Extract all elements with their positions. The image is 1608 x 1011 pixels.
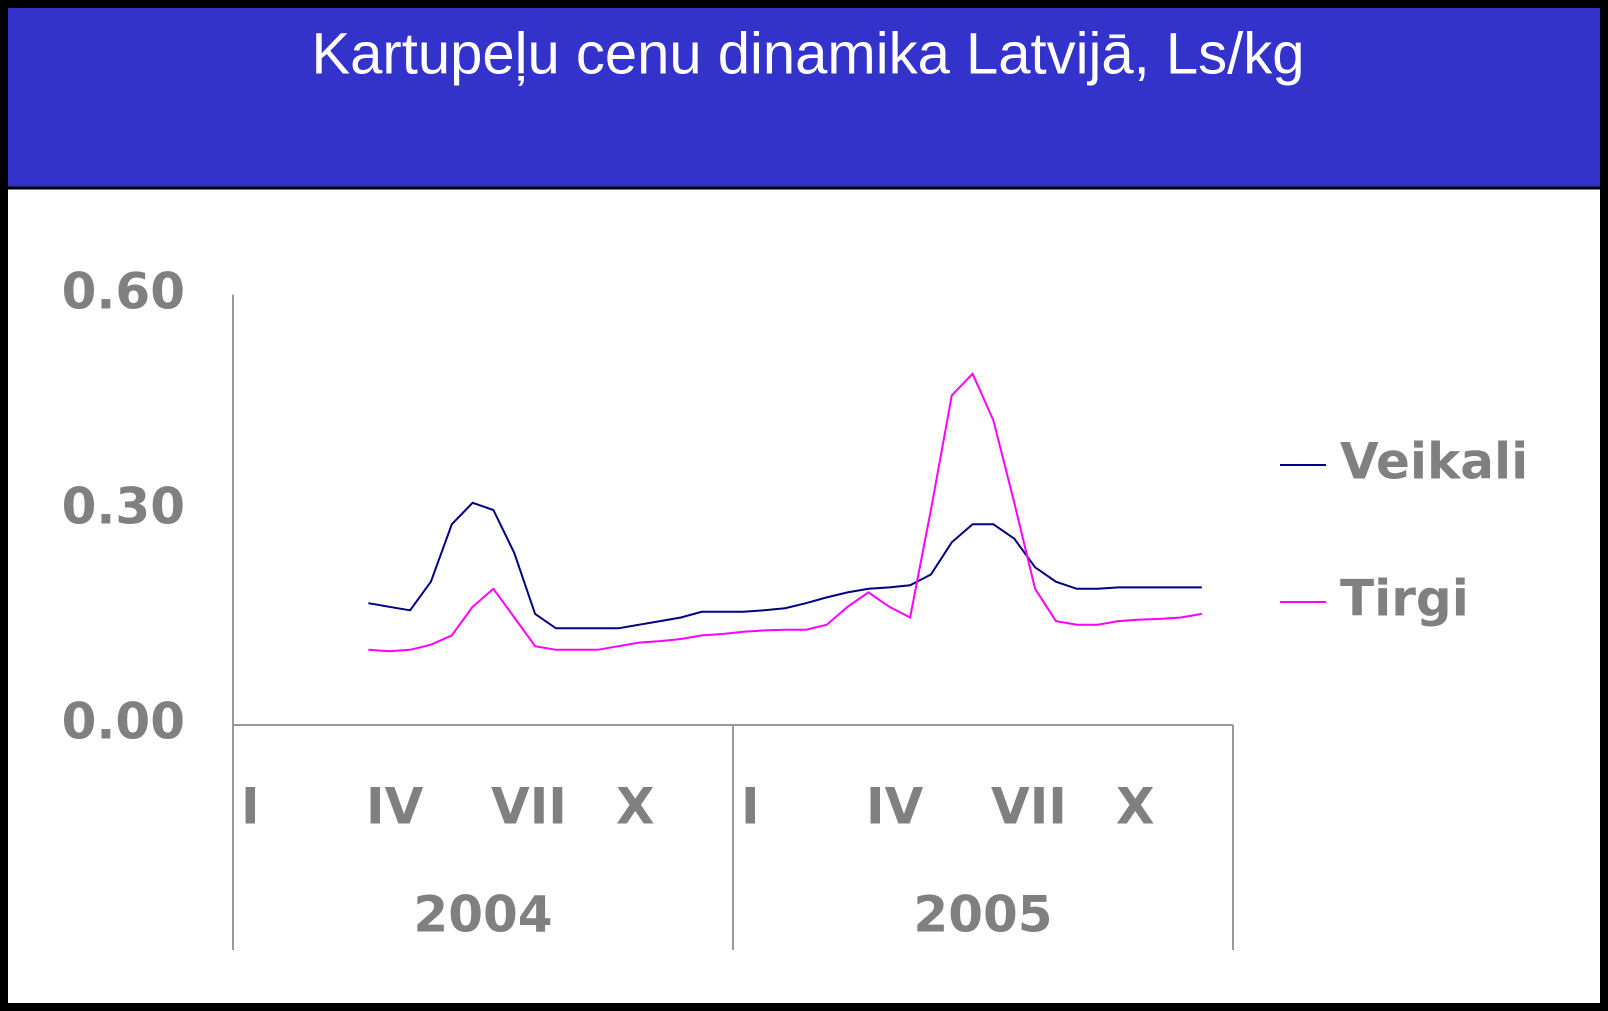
x-tick-label: VII <box>491 778 567 836</box>
x-tick-label: X <box>1116 778 1155 836</box>
x-tick-label: I <box>741 778 760 836</box>
y-tick-label: 0.60 <box>62 263 185 321</box>
series-line <box>368 501 1202 630</box>
year-label: 2004 <box>413 886 552 944</box>
title-bar <box>8 8 1600 188</box>
chart-title: Kartupeļu cenu dinamika Latvijā, Ls/kg <box>311 21 1304 86</box>
series-line <box>368 372 1202 653</box>
x-tick-label: IV <box>866 778 924 836</box>
x-tick-label: IV <box>366 778 424 836</box>
legend-label: Veikali <box>1340 433 1528 491</box>
y-tick-label: 0.00 <box>62 693 185 751</box>
x-tick-label: VII <box>991 778 1067 836</box>
x-tick-label: I <box>241 778 260 836</box>
x-tick-label: X <box>616 778 655 836</box>
y-tick-label: 0.30 <box>62 478 185 536</box>
legend-label: Tirgi <box>1340 570 1469 628</box>
year-label: 2005 <box>913 886 1052 944</box>
